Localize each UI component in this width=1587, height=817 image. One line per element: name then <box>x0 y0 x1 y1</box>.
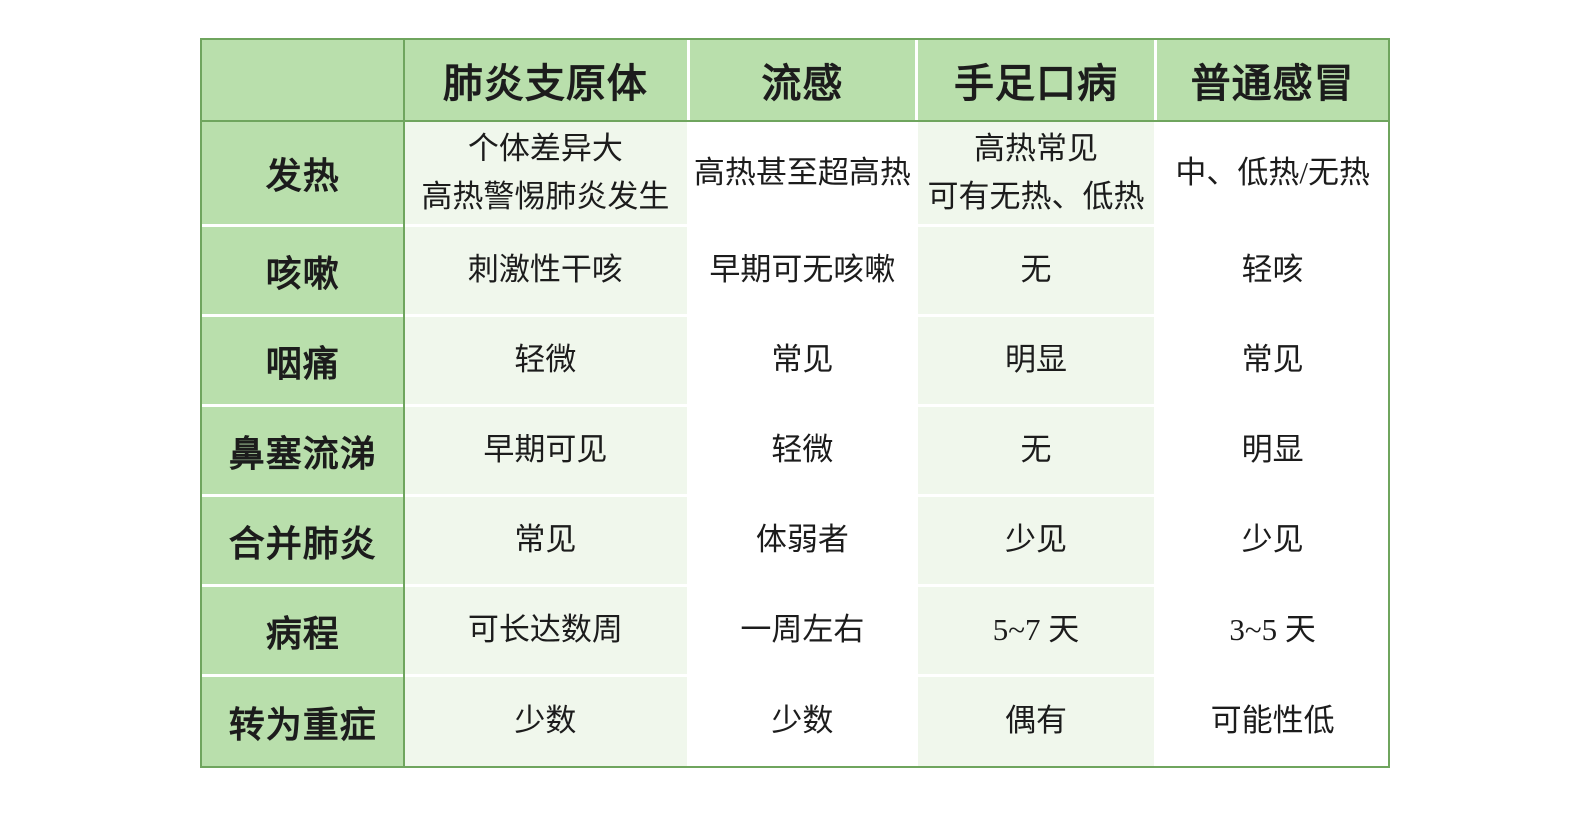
table-cell: 一周左右 <box>687 587 915 674</box>
table-header-row: 肺炎支原体 流感 手足口病 普通感冒 <box>202 40 1388 120</box>
table-cell: 早期可无咳嗽 <box>687 227 915 314</box>
row-label-nasal: 鼻塞流涕 <box>202 407 404 494</box>
table-cell: 早期可见 <box>403 407 688 494</box>
table-cell: 无 <box>914 227 1155 314</box>
table-cell: 轻微 <box>687 407 915 494</box>
column-header-flu: 流感 <box>687 40 915 120</box>
table-row-pneumonia: 合并肺炎 常见 体弱者 少见 少见 <box>202 494 1388 584</box>
table-cell: 5~7 天 <box>914 587 1155 674</box>
table-row-severe: 转为重症 少数 少数 偶有 可能性低 <box>202 674 1388 766</box>
table-cell: 少数 <box>687 677 915 766</box>
table-cell: 体弱者 <box>687 497 915 584</box>
table-cell: 可长达数周 <box>403 587 688 674</box>
table-row-nasal: 鼻塞流涕 早期可见 轻微 无 明显 <box>202 404 1388 494</box>
table-cell: 少见 <box>914 497 1155 584</box>
row-label-sore-throat: 咽痛 <box>202 317 404 404</box>
row-label-fever: 发热 <box>202 122 404 224</box>
column-header-hfmd: 手足口病 <box>914 40 1155 120</box>
table-cell: 3~5 天 <box>1154 587 1388 674</box>
table-cell: 明显 <box>1154 407 1388 494</box>
table-cell: 偶有 <box>914 677 1155 766</box>
table-cell: 少见 <box>1154 497 1388 584</box>
table-cell: 常见 <box>687 317 915 404</box>
table-cell: 个体差异大 高热警惕肺炎发生 <box>403 122 688 224</box>
table-cell: 轻微 <box>403 317 688 404</box>
table-cell: 可能性低 <box>1154 677 1388 766</box>
column-header-blank <box>202 40 404 120</box>
table-cell: 明显 <box>914 317 1155 404</box>
label-column-divider <box>402 40 405 766</box>
row-label-severe: 转为重症 <box>202 677 404 766</box>
row-label-cough: 咳嗽 <box>202 227 404 314</box>
table-cell: 常见 <box>1154 317 1388 404</box>
table-cell: 常见 <box>403 497 688 584</box>
table-cell: 刺激性干咳 <box>403 227 688 314</box>
table-row-course: 病程 可长达数周 一周左右 5~7 天 3~5 天 <box>202 584 1388 674</box>
column-header-common-cold: 普通感冒 <box>1154 40 1388 120</box>
table-cell: 无 <box>914 407 1155 494</box>
row-label-pneumonia: 合并肺炎 <box>202 497 404 584</box>
table-cell: 高热甚至超高热 <box>687 122 915 224</box>
table-cell: 中、低热/无热 <box>1154 122 1388 224</box>
table-cell: 轻咳 <box>1154 227 1388 314</box>
row-label-course: 病程 <box>202 587 404 674</box>
table-row-sore-throat: 咽痛 轻微 常见 明显 常见 <box>202 314 1388 404</box>
table-row-cough: 咳嗽 刺激性干咳 早期可无咳嗽 无 轻咳 <box>202 224 1388 314</box>
table-row-fever: 发热 个体差异大 高热警惕肺炎发生 高热甚至超高热 高热常见 可有无热、低热 中… <box>202 120 1388 224</box>
column-header-mycoplasma: 肺炎支原体 <box>403 40 688 120</box>
table-cell: 高热常见 可有无热、低热 <box>914 122 1155 224</box>
comparison-table: 肺炎支原体 流感 手足口病 普通感冒 发热 个体差异大 高热警惕肺炎发生 高热甚… <box>200 38 1390 768</box>
table-cell: 少数 <box>403 677 688 766</box>
